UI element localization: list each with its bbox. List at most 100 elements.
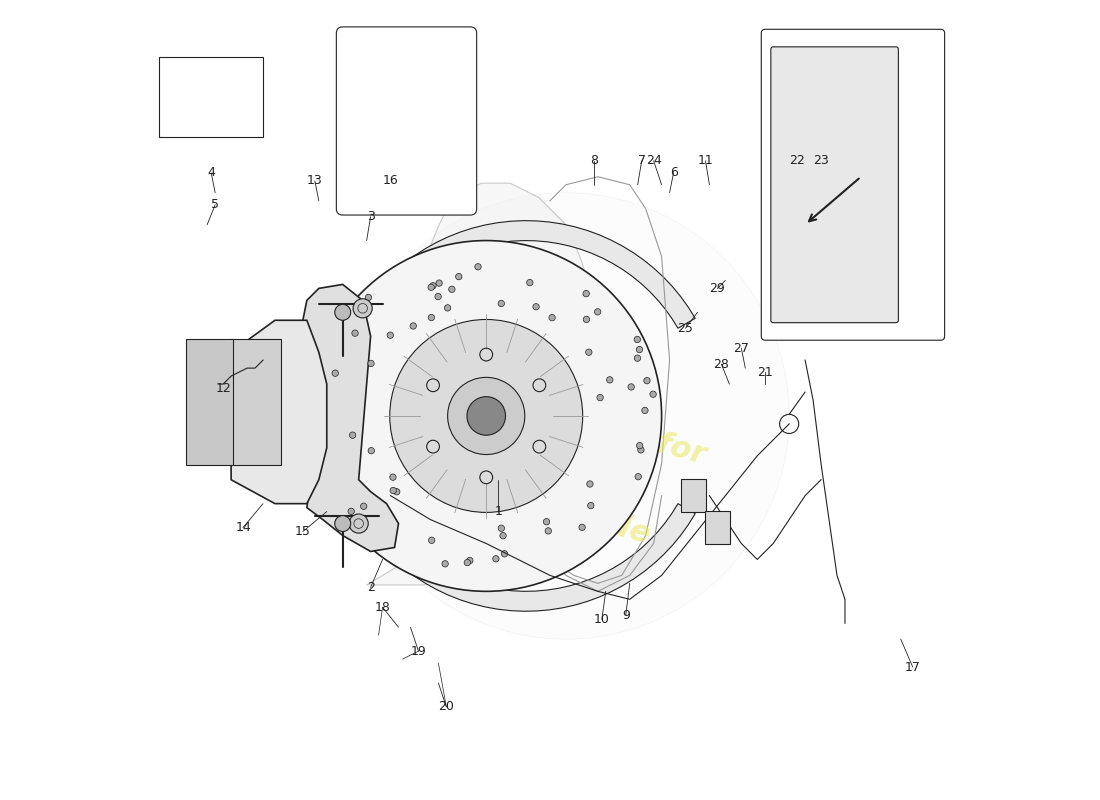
Circle shape <box>392 174 405 187</box>
Circle shape <box>586 481 593 487</box>
Circle shape <box>546 528 551 534</box>
Circle shape <box>543 518 550 525</box>
Circle shape <box>364 174 377 187</box>
Circle shape <box>628 384 635 390</box>
Circle shape <box>442 561 449 567</box>
Circle shape <box>436 280 442 286</box>
Circle shape <box>428 284 435 290</box>
Circle shape <box>815 210 844 239</box>
Circle shape <box>636 346 642 353</box>
Circle shape <box>498 300 505 306</box>
Text: 20: 20 <box>439 701 454 714</box>
Circle shape <box>394 489 400 495</box>
Circle shape <box>638 446 645 453</box>
Circle shape <box>862 210 891 239</box>
Circle shape <box>502 550 508 557</box>
FancyBboxPatch shape <box>186 338 233 466</box>
Text: 17: 17 <box>905 661 921 674</box>
Circle shape <box>464 559 471 566</box>
Text: 9: 9 <box>621 609 629 622</box>
Circle shape <box>466 397 506 435</box>
Circle shape <box>343 193 789 639</box>
Circle shape <box>862 242 891 271</box>
Circle shape <box>635 355 640 362</box>
Circle shape <box>475 263 481 270</box>
Circle shape <box>650 391 657 398</box>
Text: 18: 18 <box>375 601 390 614</box>
Circle shape <box>498 525 505 531</box>
FancyBboxPatch shape <box>771 47 899 322</box>
Circle shape <box>386 169 410 193</box>
Circle shape <box>334 304 351 320</box>
Text: 10: 10 <box>594 613 609 626</box>
Circle shape <box>583 290 590 297</box>
Circle shape <box>430 282 437 289</box>
Circle shape <box>359 113 383 137</box>
Text: 19: 19 <box>410 645 427 658</box>
Circle shape <box>634 336 640 342</box>
Circle shape <box>449 286 455 293</box>
Text: 28: 28 <box>714 358 729 370</box>
Circle shape <box>815 242 844 271</box>
Text: 3: 3 <box>366 210 375 223</box>
Text: a passion for: a passion for <box>486 384 710 470</box>
Text: 16: 16 <box>383 174 398 187</box>
Polygon shape <box>302 285 398 551</box>
Circle shape <box>428 314 435 321</box>
Text: 5: 5 <box>211 198 219 211</box>
Circle shape <box>641 407 648 414</box>
Text: 12: 12 <box>216 382 231 394</box>
Circle shape <box>353 298 372 318</box>
Circle shape <box>364 146 377 159</box>
Text: 25: 25 <box>678 322 693 334</box>
Circle shape <box>390 487 396 494</box>
Circle shape <box>583 316 590 322</box>
Circle shape <box>348 508 354 514</box>
Circle shape <box>587 502 594 509</box>
Circle shape <box>349 514 368 533</box>
FancyBboxPatch shape <box>681 479 706 513</box>
Text: 22: 22 <box>790 154 805 167</box>
Circle shape <box>455 274 462 280</box>
Circle shape <box>386 113 410 137</box>
Circle shape <box>549 314 556 321</box>
Circle shape <box>606 377 613 383</box>
Circle shape <box>815 274 844 302</box>
Circle shape <box>594 309 601 315</box>
Text: 8: 8 <box>590 154 597 167</box>
Circle shape <box>350 432 355 438</box>
Circle shape <box>389 319 583 513</box>
Circle shape <box>367 360 374 366</box>
Polygon shape <box>231 320 327 504</box>
Circle shape <box>429 537 434 543</box>
Circle shape <box>466 558 473 564</box>
Text: 15: 15 <box>295 525 311 538</box>
Text: 6: 6 <box>670 166 678 179</box>
Circle shape <box>434 294 441 300</box>
Circle shape <box>368 447 374 454</box>
Text: 13: 13 <box>307 174 322 187</box>
Polygon shape <box>331 221 695 611</box>
Circle shape <box>311 241 661 591</box>
Circle shape <box>359 169 383 193</box>
Text: 11: 11 <box>697 154 713 167</box>
Circle shape <box>364 118 377 131</box>
Circle shape <box>410 322 417 329</box>
FancyBboxPatch shape <box>761 30 945 340</box>
Circle shape <box>637 442 642 449</box>
Text: 2: 2 <box>366 581 375 594</box>
Circle shape <box>532 303 539 310</box>
Circle shape <box>499 533 506 539</box>
Text: 4: 4 <box>207 166 216 179</box>
Text: 7: 7 <box>638 154 646 167</box>
Circle shape <box>389 474 396 480</box>
Circle shape <box>448 378 525 454</box>
Circle shape <box>387 332 394 338</box>
Circle shape <box>527 279 534 286</box>
Text: 24: 24 <box>646 154 661 167</box>
Text: 23: 23 <box>813 154 829 167</box>
Circle shape <box>635 474 641 480</box>
Circle shape <box>644 378 650 384</box>
Circle shape <box>365 294 372 301</box>
FancyBboxPatch shape <box>230 338 280 466</box>
